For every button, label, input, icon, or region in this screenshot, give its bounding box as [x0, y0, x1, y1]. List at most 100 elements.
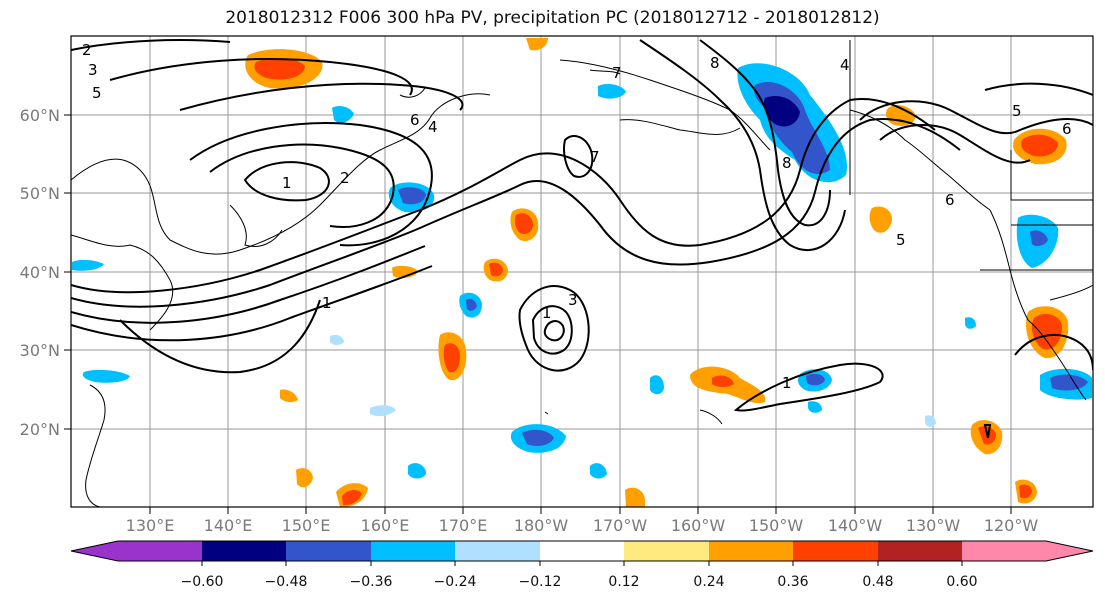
precip-strong-positive-blob [1019, 484, 1032, 499]
precip-positive-blob [526, 38, 548, 51]
contour-label: 5 [896, 231, 906, 249]
colorbar-tick-label: −0.48 [265, 574, 308, 590]
pv-contours [71, 39, 1093, 439]
precip-positive-blob [392, 265, 418, 279]
precip-strong-positive-blob [515, 213, 533, 234]
contour-label: 1 [282, 174, 292, 192]
precip-strong-negative-blob [1030, 230, 1048, 247]
colorbar-segment [793, 541, 878, 561]
colorbar-tick-label: −0.60 [181, 574, 224, 590]
contour-label: 5 [1012, 102, 1022, 120]
colorbar-segment [624, 541, 709, 561]
precip-strong-negative-blob [806, 373, 825, 386]
lon-label: 170°W [593, 516, 648, 535]
lat-label: 60°N [20, 106, 60, 125]
precip-positive-blob [280, 389, 298, 403]
lon-axis: 130°E 140°E 150°E 160°E 170°E 180°W 170°… [126, 507, 1039, 535]
colorbar [70, 540, 1094, 566]
colorbar-tick-label: 0.24 [693, 574, 724, 590]
contour-label: 2 [82, 41, 92, 59]
precip-positive-blob [869, 206, 892, 233]
precip-strong-positive-blob [712, 375, 734, 387]
colorbar-tick-label: −0.12 [519, 574, 562, 590]
precip-negative-blob [965, 317, 976, 329]
colorbar-segment [540, 541, 624, 561]
lon-label: 170°E [439, 516, 488, 535]
coastlines [71, 40, 1093, 507]
lon-label: 120°W [984, 516, 1039, 535]
contour-label: 2 [340, 169, 350, 187]
gridlines [71, 36, 1093, 507]
contour-label: 8 [710, 54, 720, 72]
lon-label: 150°E [282, 516, 331, 535]
precip-strong-positive-blob [254, 58, 305, 80]
colorbar-segment [371, 541, 455, 561]
precip-negative-blob [82, 369, 130, 383]
precip-strong-negative-blob [1050, 374, 1088, 391]
colorbar-tick-label: −0.36 [350, 574, 393, 590]
colorbar-labels: −0.60 −0.48 −0.36 −0.24 −0.12 0.12 0.24 … [181, 574, 978, 590]
precip-strong-negative-blob [398, 187, 426, 205]
contour-label: 4 [428, 118, 438, 136]
lat-axis: 60°N 50°N 40°N 30°N 20°N [20, 106, 71, 439]
precip-positive-blob [885, 105, 916, 126]
precip-negative-blob [808, 401, 822, 413]
precip-strong-positive-blob [443, 343, 460, 373]
precip-negative-blob [370, 405, 396, 417]
lat-label: 20°N [20, 420, 60, 439]
lon-label: 160°E [361, 516, 410, 535]
colorbar-outline [70, 540, 1094, 562]
lat-label: 30°N [20, 341, 60, 360]
precip-negative-blob [408, 463, 426, 479]
contour-label: 3 [88, 61, 98, 79]
lat-label: 40°N [20, 263, 60, 282]
colorbar-segment [71, 541, 202, 561]
colorbar-tick-label: 0.48 [862, 574, 893, 590]
chart-title: 2018012312 F006 300 hPa PV, precipitatio… [225, 8, 880, 28]
lon-label: 130°W [906, 516, 961, 535]
lon-label: 130°E [126, 516, 175, 535]
contour-label: 7 [590, 148, 600, 166]
colorbar-tick-label: −0.24 [434, 574, 477, 590]
precip-strong-negative-blob [522, 429, 554, 446]
contour-label: 6 [945, 191, 955, 209]
lon-label: 160°W [671, 516, 726, 535]
colorbar-segment [878, 541, 962, 561]
contour-label: 6 [1062, 120, 1072, 138]
precip-negative-blob [330, 334, 344, 345]
lon-label: 180°W [514, 516, 569, 535]
contour-label: 1 [542, 304, 552, 322]
precip-positive-blob [625, 487, 645, 507]
precip-positive-blob [296, 468, 313, 488]
precip-strong-positive-blob [1021, 134, 1058, 157]
contour-label: 3 [568, 291, 578, 309]
precip-strong-negative-blob [466, 298, 477, 311]
precip-shading [72, 38, 1092, 507]
precip-negative-blob [590, 463, 607, 479]
precip-negative-blob [925, 415, 936, 427]
contour-labels: 2 3 5 6 4 8 7 1 2 8 4 5 6 1 3 1 7 5 6 1 [82, 41, 1072, 392]
colorbar-segment [202, 541, 286, 561]
contour-label: 5 [92, 84, 102, 102]
contour-label: 1 [322, 294, 332, 312]
contour-label: 4 [840, 56, 850, 74]
precip-strong-positive-blob [1031, 313, 1062, 350]
lon-label: 140°W [828, 516, 883, 535]
colorbar-tick-label: 0.60 [946, 574, 977, 590]
lat-label: 50°N [20, 184, 60, 203]
contour-label: 7 [612, 64, 622, 82]
precip-negative-blob [72, 259, 104, 271]
lon-label: 140°E [204, 516, 253, 535]
contour-label: 8 [782, 154, 792, 172]
contour-label: 1 [782, 374, 792, 392]
precip-strong-positive-blob [489, 262, 503, 277]
precip-negative-core [764, 95, 800, 127]
colorbar-segment [455, 541, 540, 561]
lon-label: 150°W [749, 516, 804, 535]
colorbar-segment [709, 541, 793, 561]
precip-strong-positive-blob [342, 490, 362, 506]
colorbar-tick-label: 0.36 [777, 574, 808, 590]
precip-negative-blob [598, 84, 626, 99]
colorbar-segment [962, 541, 1093, 561]
